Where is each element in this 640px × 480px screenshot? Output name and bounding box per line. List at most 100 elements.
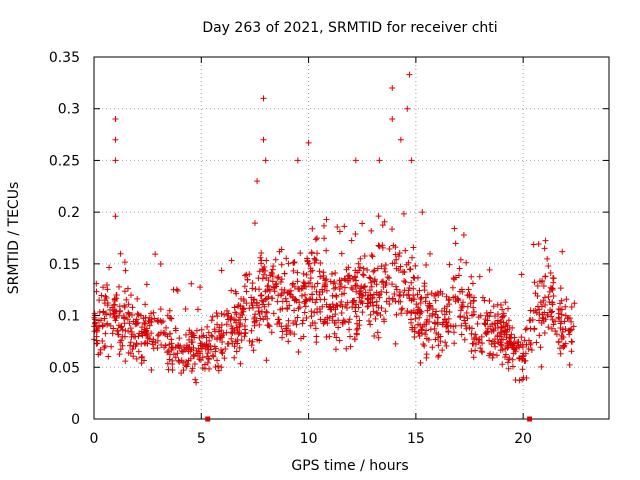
data-point	[371, 332, 378, 339]
data-point	[309, 291, 316, 298]
data-point	[127, 339, 134, 346]
data-point	[204, 350, 211, 357]
data-point	[233, 348, 240, 355]
data-point	[312, 299, 319, 306]
data-point	[124, 316, 131, 323]
data-point	[169, 357, 176, 364]
data-point	[437, 338, 444, 345]
data-point	[95, 351, 102, 358]
data-point	[242, 316, 249, 323]
data-point	[316, 291, 323, 298]
data-point	[277, 279, 284, 286]
data-point	[328, 271, 335, 278]
data-point	[286, 328, 293, 335]
data-point	[511, 344, 518, 351]
data-point	[300, 270, 307, 277]
data-point	[538, 278, 545, 285]
data-point	[314, 280, 321, 287]
data-point	[152, 251, 159, 258]
data-point	[389, 296, 396, 303]
data-point	[516, 344, 523, 351]
data-point	[332, 346, 339, 353]
data-point	[488, 341, 495, 348]
data-point	[557, 300, 564, 307]
data-point	[139, 332, 146, 339]
data-point	[346, 326, 353, 333]
data-point	[500, 324, 507, 331]
data-point	[259, 275, 266, 282]
data-point	[530, 241, 537, 248]
data-point	[346, 316, 353, 323]
data-point	[379, 244, 386, 251]
data-point	[326, 315, 333, 322]
data-point	[568, 326, 575, 333]
data-point	[531, 326, 538, 333]
data-point	[555, 314, 562, 321]
data-point	[381, 318, 388, 325]
data-point	[246, 271, 253, 278]
data-point	[276, 248, 283, 255]
data-point	[415, 321, 422, 328]
data-point	[199, 333, 206, 340]
data-point	[481, 320, 488, 327]
data-point	[132, 333, 139, 340]
data-point	[558, 332, 565, 339]
data-point	[381, 265, 388, 272]
data-point	[482, 330, 489, 336]
data-point	[228, 287, 235, 294]
data-point	[141, 320, 148, 327]
data-point	[212, 364, 219, 371]
data-point	[540, 315, 547, 322]
data-point	[404, 308, 411, 315]
data-point	[468, 273, 475, 280]
data-point	[393, 286, 400, 293]
data-point	[143, 331, 150, 338]
data-point	[352, 157, 359, 164]
data-point	[212, 348, 219, 355]
data-point	[537, 299, 544, 306]
data-point	[299, 320, 306, 327]
data-point	[294, 269, 301, 276]
data-point	[298, 292, 305, 299]
data-point	[139, 324, 146, 331]
data-point	[375, 213, 382, 220]
data-point	[104, 321, 111, 328]
data-point	[354, 320, 361, 327]
data-point	[198, 326, 205, 333]
data-point	[557, 285, 564, 292]
data-point	[401, 268, 408, 275]
data-point	[257, 254, 264, 261]
data-point	[354, 269, 361, 276]
data-point	[256, 268, 263, 275]
data-point	[309, 319, 316, 326]
data-point	[542, 237, 549, 244]
data-point	[548, 285, 555, 292]
data-point	[381, 218, 388, 225]
data-point	[555, 339, 562, 346]
data-point	[219, 350, 226, 357]
data-point	[527, 341, 534, 348]
data-point	[255, 308, 262, 315]
data-point	[196, 348, 203, 355]
data-point	[308, 249, 315, 256]
data-point	[278, 286, 285, 293]
data-point	[303, 283, 310, 290]
data-point	[340, 317, 347, 324]
data-point	[265, 301, 272, 308]
data-point	[266, 288, 273, 295]
data-point	[284, 289, 291, 296]
data-point	[386, 275, 393, 282]
data-point	[397, 263, 404, 270]
data-point	[294, 157, 301, 164]
data-point	[218, 267, 225, 274]
data-point	[321, 319, 328, 326]
data-point	[344, 277, 351, 284]
data-point	[258, 292, 265, 299]
data-point	[505, 344, 512, 351]
data-point	[264, 322, 271, 329]
data-point	[357, 264, 364, 271]
data-point	[178, 370, 185, 377]
data-point	[314, 250, 321, 257]
data-point	[193, 379, 200, 386]
